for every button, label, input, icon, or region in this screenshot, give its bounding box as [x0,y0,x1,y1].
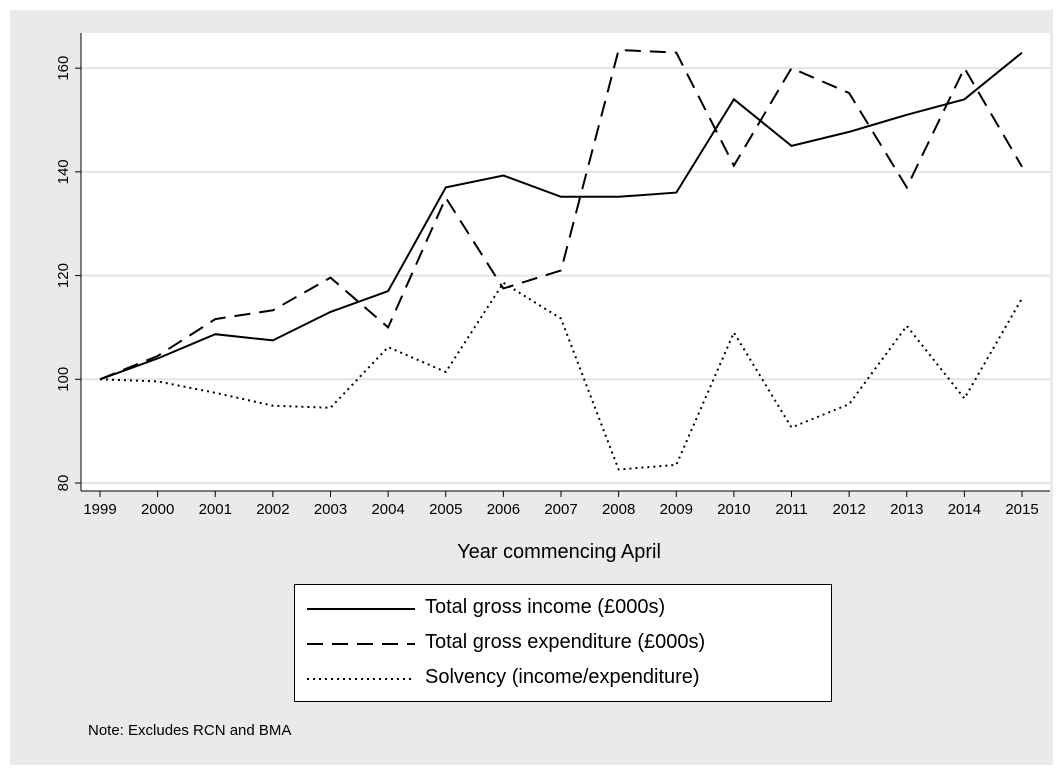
x-tick-label: 2003 [314,501,347,518]
legend-swatch-dotted [307,678,415,680]
legend-label: Solvency (income/expenditure) [425,666,700,688]
series-line-solid [99,51,1023,381]
chart-figure: 80 100 120 140 160 1999 2000 2001 2002 2003 2004 20… [10,10,1053,765]
chart-note: Note: Excludes RCN and BMA [88,722,292,739]
series-line-dotted [99,281,1023,471]
axes: 80 100 120 140 160 1999 2000 2001 2002 2003 2004 20… [55,33,1050,518]
x-tick-label: 2002 [256,501,289,518]
legend-label: Total gross income (£000s) [425,596,666,618]
x-tick-label: 1999 [83,501,116,518]
x-tick-label: 2009 [660,501,693,518]
x-tick-label: 2007 [544,501,577,518]
y-tick-label: 120 [55,263,72,288]
y-tick-label: 80 [55,475,72,492]
legend-item-income: Total gross income (£000s) [295,593,831,625]
x-tick-label: 2010 [717,501,750,518]
legend: Total gross income (£000s) Total gross e… [294,584,832,702]
y-tick-label: 100 [55,367,72,392]
series-line-dashed [99,48,1023,381]
x-axis-title: Year commencing April [457,541,661,563]
plot-area [81,33,1050,491]
x-tick-label: 2012 [832,501,865,518]
y-tick-label: 160 [55,56,72,81]
x-tick-label: 2008 [602,501,635,518]
x-tick-label: 2004 [371,501,404,518]
x-tick-label: 2005 [429,501,462,518]
legend-swatch-dashed [307,643,415,645]
x-tick-label: 2000 [141,501,174,518]
grid-lines [81,67,1050,484]
x-tick-label: 2011 [775,501,807,518]
y-tick-label: 140 [55,159,72,184]
legend-swatch-solid [307,608,415,610]
legend-label: Total gross expenditure (£000s) [425,631,706,653]
legend-item-solvency: Solvency (income/expenditure) [295,663,831,695]
legend-item-expenditure: Total gross expenditure (£000s) [295,628,831,660]
x-tick-label: 2014 [948,501,981,518]
x-tick-label: 2013 [890,501,923,518]
x-tick-label: 2006 [487,501,520,518]
x-tick-label: 2001 [199,501,232,518]
x-tick-label: 2015 [1005,501,1038,518]
line-chart: 80 100 120 140 160 1999 2000 2001 2002 2003 2004 20… [55,33,1050,563]
series-lines [99,48,1023,471]
